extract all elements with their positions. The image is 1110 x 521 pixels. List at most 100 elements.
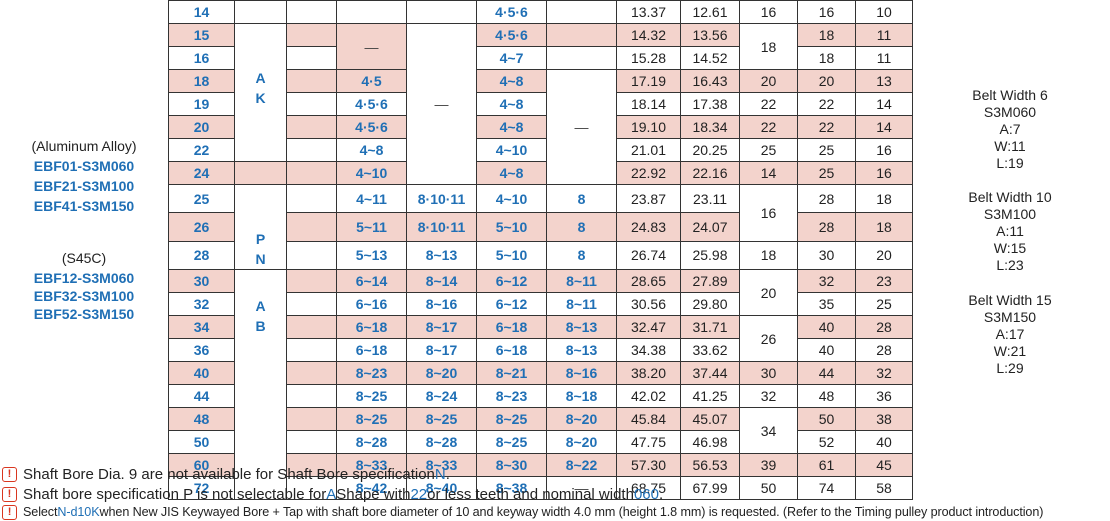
table-row: 28 5~13 8~13 5~10 8 26.74 25.98 18 30 20 — [168, 240, 913, 271]
teeth-count-cell: 48 — [168, 407, 235, 431]
pitch-diameter-cell: 22.92 — [616, 161, 681, 185]
bore-range-cell: 5~10 — [476, 212, 547, 242]
bore-range-cell: 5~11 — [336, 212, 407, 242]
outer-diameter-cell: 17.38 — [680, 92, 740, 116]
spacer-cell — [286, 212, 337, 242]
model-code: EBF21-S3M100 — [33, 178, 135, 194]
dimension-l: L:23 — [996, 257, 1024, 273]
bore-range-cell: 4·5·6 — [336, 92, 407, 116]
e-dimension-cell: 40 — [855, 430, 913, 454]
hub-diameter-cell: 39 — [739, 453, 798, 477]
flange-diameter-cell: 61 — [797, 453, 856, 477]
teeth-count-cell: 32 — [168, 292, 235, 316]
outer-diameter-cell: 46.98 — [680, 430, 740, 454]
belt-model: S3M060 — [983, 104, 1037, 120]
spacer-cell — [286, 92, 337, 116]
hub-diameter-cell: 20 — [739, 69, 798, 93]
bore-range-cell — [546, 0, 617, 24]
bore-range-cell: 8·10·11 — [406, 183, 477, 214]
spacer-cell — [286, 69, 337, 93]
flange-diameter-cell: 20 — [797, 69, 856, 93]
spacer-cell — [286, 269, 337, 293]
outer-diameter-cell: 37.44 — [680, 361, 740, 385]
hub-diameter-cell: 30 — [739, 361, 798, 385]
note-text: Select — [23, 505, 58, 519]
bore-range-cell: 8~17 — [406, 315, 477, 339]
teeth-count-cell: 18 — [168, 69, 235, 93]
flange-diameter-cell: 40 — [797, 315, 856, 339]
dimension-a: A:17 — [995, 326, 1025, 342]
note-text: . — [658, 485, 664, 503]
dimension-l: L:19 — [996, 155, 1024, 171]
e-dimension-cell: 10 — [855, 0, 913, 24]
bore-range-cell: 8~20 — [406, 361, 477, 385]
belt-width-title: Belt Width 15 — [968, 292, 1052, 308]
hub-diameter-cell: 34 — [739, 407, 798, 454]
pitch-diameter-cell: 19.10 — [616, 115, 681, 139]
flange-diameter-cell: 30 — [797, 240, 856, 271]
bore-range-cell: 8~28 — [406, 430, 477, 454]
note-n-d10k: ! Select N-d10K when New JIS Keywayed Bo… — [0, 503, 1043, 521]
spacer-cell — [286, 115, 337, 139]
outer-diameter-cell: 41.25 — [680, 384, 740, 408]
bore-range-cell: 4~8 — [476, 115, 547, 139]
bore-range-cell: 4~11 — [336, 183, 407, 214]
flange-diameter-cell: 22 — [797, 92, 856, 116]
e-dimension-cell: 16 — [855, 161, 913, 185]
teeth-count-cell: 22 — [168, 138, 235, 162]
bore-range-cell: 8~11 — [546, 292, 617, 316]
bore-range-cell: 8~25 — [336, 384, 407, 408]
teeth-count-cell: 30 — [168, 269, 235, 293]
pitch-diameter-cell: 14.32 — [616, 23, 681, 47]
flange-diameter-cell: 18 — [797, 23, 856, 47]
outer-diameter-cell: 23.11 — [680, 183, 740, 214]
model-code: EBF41-S3M150 — [33, 198, 135, 214]
bore-range-cell: 8~18 — [546, 384, 617, 408]
bore-range-cell: 4·5·6 — [476, 23, 547, 47]
table-row: 24 4~10 4~8 22.92 22.16 14 25 16 — [168, 161, 913, 185]
e-dimension-cell: 23 — [855, 269, 913, 293]
table-row: 20 4·5·6 4~8 19.10 18.34 22 22 14 — [168, 115, 913, 139]
bore-range-cell: 6~12 — [476, 269, 547, 293]
e-dimension-cell: 18 — [855, 212, 913, 242]
note-text: . — [445, 465, 450, 483]
outer-diameter-cell: 33.62 — [680, 338, 740, 362]
bore-range-cell: 8~24 — [406, 384, 477, 408]
spacer-cell — [286, 430, 337, 454]
flange-diameter-cell: 48 — [797, 384, 856, 408]
bore-range-cell: 4~10 — [336, 161, 407, 185]
table-row: 14 4·5·6 13.37 12.61 16 16 10 — [168, 0, 913, 24]
hub-diameter-cell: 32 — [739, 384, 798, 408]
belt-width-title: Belt Width 10 — [968, 189, 1052, 205]
spacer-cell — [286, 161, 337, 185]
e-dimension-cell: 28 — [855, 338, 913, 362]
flange-diameter-cell: 22 — [797, 115, 856, 139]
warning-icon: ! — [2, 504, 17, 520]
bore-range-cell: 5~13 — [336, 240, 407, 271]
pitch-diameter-cell: 23.87 — [616, 183, 681, 214]
pitch-diameter-cell: 57.30 — [616, 453, 681, 477]
e-dimension-cell: 11 — [855, 23, 913, 47]
hub-diameter-cell: 18 — [739, 23, 798, 70]
bore-range-cell: 8~21 — [476, 361, 547, 385]
dimension-w: W:15 — [993, 240, 1027, 256]
outer-diameter-cell: 24.07 — [680, 212, 740, 242]
note-highlight: N-d10K — [57, 505, 100, 519]
dimension-w: W:21 — [993, 343, 1027, 359]
note-spec-p: ! Shaft bore specification P is not sele… — [0, 485, 663, 503]
pitch-diameter-cell: 24.83 — [616, 212, 681, 242]
e-dimension-cell: 32 — [855, 361, 913, 385]
spacer-cell — [286, 292, 337, 316]
bore-range-cell: 8 — [546, 212, 617, 242]
dimension-a: A:11 — [996, 223, 1024, 239]
bore-range-cell: 8·10·11 — [406, 212, 477, 242]
note-text: Shaft bore specification P is not select… — [23, 485, 327, 503]
flange-diameter-cell: 25 — [797, 138, 856, 162]
bore-range-cell: 8~25 — [476, 407, 547, 431]
dimension-a: A:7 — [999, 121, 1021, 137]
flange-diameter-cell: 35 — [797, 292, 856, 316]
hub-diameter-cell: 16 — [739, 0, 798, 24]
outer-diameter-cell: 45.07 — [680, 407, 740, 431]
bore-range-cell: 6~18 — [336, 315, 407, 339]
bore-range-cell: 8~11 — [546, 269, 617, 293]
